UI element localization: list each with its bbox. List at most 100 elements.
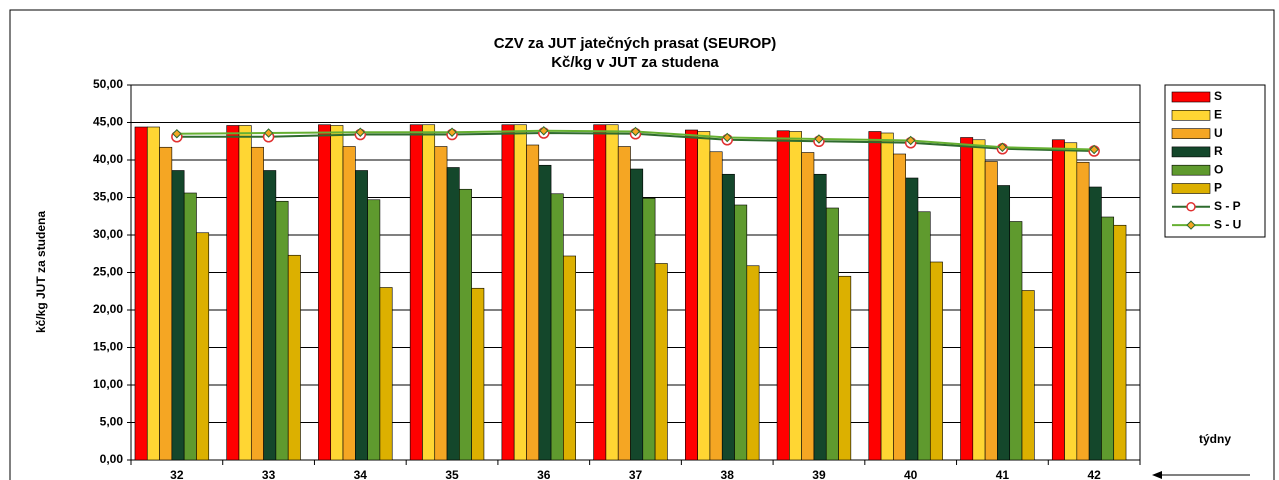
marker [355, 127, 366, 137]
marker [1089, 144, 1099, 155]
legend-label: S [1214, 89, 1222, 103]
x-tick-label: 38 [721, 468, 735, 480]
bar [868, 131, 882, 461]
bar [146, 126, 160, 461]
x-tick-label: 35 [445, 468, 459, 480]
bar [287, 254, 301, 461]
y-tick-label: 40,00 [93, 152, 123, 166]
chart-title: CZV za JUT jatečných prasat (SEUROP) [494, 35, 777, 52]
legend-swatch [1171, 164, 1211, 176]
x-tick-label: 41 [996, 468, 1010, 480]
marker [172, 129, 182, 139]
legend-swatch [1171, 91, 1211, 103]
bar [250, 146, 264, 461]
bar [893, 153, 906, 461]
bar [459, 188, 472, 461]
x-tick-label: 36 [537, 468, 551, 480]
bar [960, 137, 974, 461]
legend-label: E [1214, 107, 1222, 121]
bar [929, 261, 943, 461]
bar [171, 170, 185, 461]
bar [709, 151, 723, 461]
bar [605, 124, 619, 461]
bar [501, 124, 515, 461]
bar [226, 125, 240, 461]
legend-label: R [1214, 144, 1223, 158]
bar [697, 131, 711, 461]
bar [196, 232, 210, 461]
chart-subtitle: Kč/kg v JUT za studena [551, 54, 719, 71]
legend-label: U [1214, 126, 1223, 140]
y-tick-label: 25,00 [93, 265, 123, 279]
bar [813, 173, 827, 461]
y-tick-label: 0,00 [100, 452, 124, 466]
bar [275, 200, 289, 461]
x-tick-label: 34 [354, 468, 368, 480]
bar [1113, 224, 1127, 461]
bar [654, 263, 668, 461]
marker [539, 126, 549, 136]
bar [734, 204, 748, 461]
y-tick-label: 50,00 [93, 77, 123, 91]
bar [984, 161, 998, 461]
bar [355, 170, 368, 461]
bar [997, 185, 1011, 461]
legend-swatch [1171, 110, 1211, 121]
bar [434, 146, 448, 461]
bar [422, 124, 436, 461]
bar [685, 129, 698, 461]
bar [342, 146, 356, 461]
bar [318, 124, 332, 461]
bar [593, 124, 607, 461]
legend-label: S - U [1214, 217, 1241, 231]
bar [238, 125, 252, 461]
bar [330, 125, 344, 461]
bar [538, 164, 552, 461]
marker [814, 134, 824, 144]
bar [550, 193, 564, 461]
bar [513, 124, 527, 461]
marker [997, 142, 1008, 152]
legend-marker [1186, 220, 1196, 230]
legend-label: P [1214, 181, 1222, 195]
bar [159, 146, 173, 461]
bar [563, 255, 576, 461]
bar [134, 126, 148, 461]
y-tick-label: 10,00 [93, 377, 123, 391]
y-tick-label: 45,00 [93, 115, 123, 129]
x-tick-label: 42 [1087, 468, 1101, 480]
x-tick-label: 32 [170, 468, 184, 480]
bar [379, 287, 393, 461]
legend-label: S - P [1214, 199, 1241, 213]
y-tick-label: 5,00 [100, 415, 124, 429]
legend-swatch [1171, 146, 1211, 158]
bar [471, 287, 485, 461]
marker [263, 128, 274, 138]
bar [367, 199, 381, 461]
bar [642, 197, 656, 461]
bar [917, 211, 931, 461]
bar [263, 170, 277, 461]
bar [801, 152, 815, 461]
legend-marker [1186, 202, 1196, 212]
bar [526, 144, 540, 461]
legend-swatch [1171, 128, 1211, 139]
marker [447, 127, 457, 137]
bar [1051, 139, 1065, 461]
bar [630, 168, 644, 461]
bar [1076, 161, 1090, 461]
y-tick-label: 30,00 [93, 227, 123, 241]
bar [905, 177, 919, 461]
marker [722, 132, 732, 143]
y-tick-label: 20,00 [93, 302, 123, 316]
bar [446, 167, 460, 461]
y-axis-label: kč/kg JUT za studena [34, 211, 48, 333]
bar [880, 132, 894, 461]
x-tick-label: 33 [262, 468, 276, 480]
bar [825, 207, 839, 461]
bar [1064, 142, 1078, 461]
bar [721, 173, 735, 461]
legend-swatch [1171, 183, 1211, 194]
bar [1009, 221, 1023, 461]
bar [617, 146, 631, 461]
